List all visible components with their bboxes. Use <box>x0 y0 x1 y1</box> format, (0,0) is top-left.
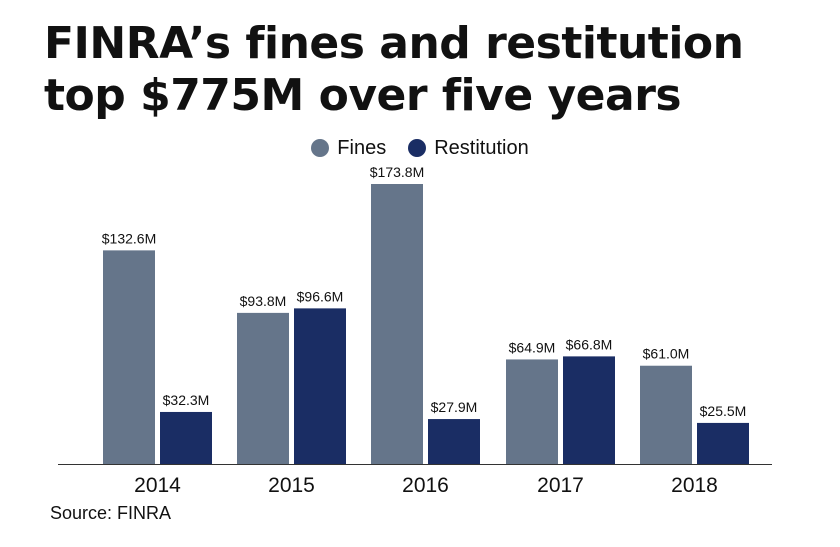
chart-title-line-1: FINRA’s fines and restitution <box>44 18 744 69</box>
chart-title: FINRA’s fines and restitution top $775M … <box>44 18 824 122</box>
data-label-fines-2014: $132.6M <box>102 230 156 246</box>
bar-restitution-2017 <box>563 356 615 464</box>
data-label-fines-2017: $64.9M <box>509 339 556 355</box>
bar-restitution-2014 <box>160 411 212 464</box>
bar-fines-2014 <box>103 250 155 464</box>
x-tick-label-2016: 2016 <box>402 474 449 497</box>
bar-chart: $132.6M $32.3M 2014 $93.8M $96.6M 2015 $173.8M… <box>58 164 772 497</box>
legend-item-restitution: Restitution <box>408 137 529 160</box>
data-label-restitution-2016: $27.9M <box>431 399 478 415</box>
chart-title-line-2: top $775M over five years <box>44 70 682 121</box>
data-label-restitution-2017: $66.8M <box>566 336 613 352</box>
bar-restitution-2016 <box>428 419 480 464</box>
bar-restitution-2015 <box>294 308 346 464</box>
x-tick-label-2017: 2017 <box>537 474 584 497</box>
data-label-fines-2018: $61.0M <box>643 346 690 362</box>
data-label-fines-2016: $173.8M <box>370 164 424 180</box>
source-note: Source: FINRA <box>50 503 172 523</box>
x-tick-label-2018: 2018 <box>671 474 718 497</box>
legend-label-fines: Fines <box>337 136 387 159</box>
bar-fines-2016 <box>371 184 423 464</box>
legend-label-restitution: Restitution <box>434 136 529 159</box>
bar-fines-2017 <box>506 359 558 464</box>
data-label-restitution-2014: $32.3M <box>163 392 210 408</box>
legend-item-fines: Fines <box>311 137 386 160</box>
data-label-restitution-2015: $96.6M <box>297 288 344 304</box>
legend-swatch-restitution <box>408 139 427 157</box>
bar-fines-2018 <box>640 365 692 464</box>
x-tick-label-2014: 2014 <box>134 474 181 497</box>
x-tick-label-2015: 2015 <box>268 474 315 497</box>
legend-swatch-fines <box>311 139 330 157</box>
chart-legend: Fines Restitution <box>0 135 840 161</box>
bar-fines-2015 <box>237 312 289 464</box>
bar-restitution-2018 <box>697 422 749 464</box>
data-label-restitution-2018: $25.5M <box>700 403 747 419</box>
data-label-fines-2015: $93.8M <box>240 293 287 309</box>
